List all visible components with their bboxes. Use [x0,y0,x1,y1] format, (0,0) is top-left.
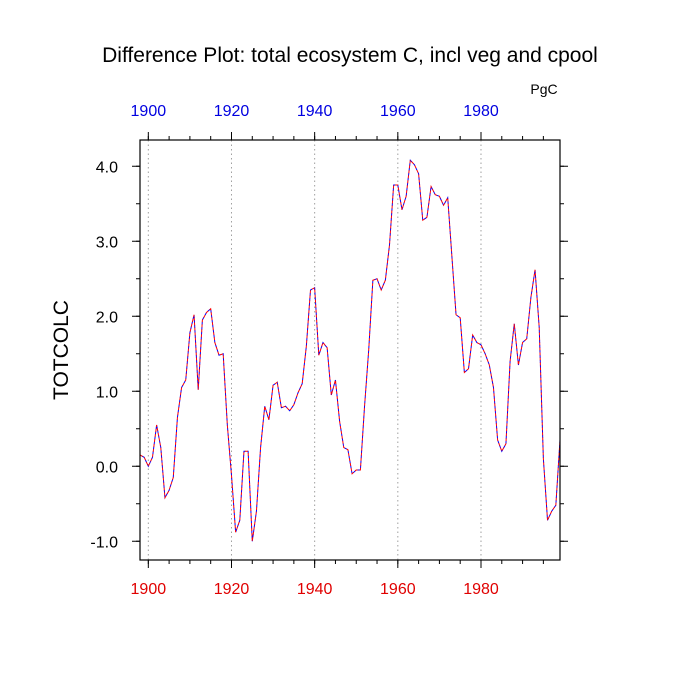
series-line-red [139,159,561,542]
x-tick-label-1900: 1900 [131,581,167,598]
series-line-blue [139,159,561,542]
x-top-tick-label-1920: 1920 [214,103,250,120]
y-tick-label-3.0: 3.0 [96,234,118,251]
x-tick-label-1920: 1920 [214,581,250,598]
y-tick-label-4.0: 4.0 [96,159,118,176]
x-top-tick-label-1960: 1960 [380,103,416,120]
y-tick-label--1.0: -1.0 [90,534,118,551]
axis-ticks: 1900 1920 1940 1960 1980 1900 1920 1940 1960 1980… [90,103,568,598]
x-tick-label-1960: 1960 [380,581,416,598]
y-tick-label-0.0: 0.0 [96,459,118,476]
plot-frame [139,139,561,561]
x-top-tick-label-1900: 1900 [131,103,167,120]
y-tick-label-2.0: 2.0 [96,309,118,326]
grid-lines [147,140,482,560]
series-lines [139,159,561,542]
y-tick-label-1.0: 1.0 [96,384,118,401]
x-tick-label-1940: 1940 [297,581,333,598]
x-tick-label-1980: 1980 [463,581,499,598]
x-top-tick-label-1940: 1940 [297,103,333,120]
x-top-tick-label-1980: 1980 [463,103,499,120]
chart-title: Difference Plot: total ecosystem C, incl… [102,44,598,67]
y-axis-label: TOTCOLC [50,300,73,400]
chart-units: PgC [530,81,557,97]
